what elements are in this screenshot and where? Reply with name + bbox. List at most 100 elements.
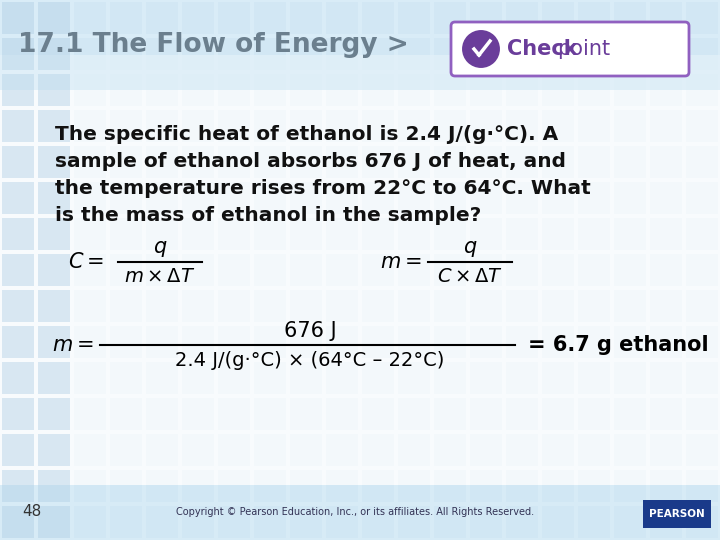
- Bar: [542, 506, 574, 538]
- Bar: [542, 362, 574, 394]
- Bar: [650, 470, 682, 502]
- Bar: [110, 74, 142, 106]
- Bar: [542, 146, 574, 178]
- Bar: [686, 326, 718, 358]
- Bar: [38, 182, 70, 214]
- Bar: [146, 254, 178, 286]
- Text: PEARSON: PEARSON: [649, 509, 705, 519]
- Bar: [542, 2, 574, 34]
- Bar: [182, 110, 214, 142]
- Bar: [110, 38, 142, 70]
- Bar: [578, 290, 610, 322]
- Bar: [146, 2, 178, 34]
- Bar: [110, 2, 142, 34]
- Bar: [74, 146, 106, 178]
- Bar: [38, 326, 70, 358]
- Bar: [326, 398, 358, 430]
- Bar: [614, 182, 646, 214]
- Bar: [506, 38, 538, 70]
- Bar: [38, 218, 70, 250]
- Bar: [2, 38, 34, 70]
- Bar: [362, 434, 394, 466]
- Bar: [182, 146, 214, 178]
- Bar: [398, 290, 430, 322]
- Bar: [578, 74, 610, 106]
- Bar: [686, 362, 718, 394]
- Bar: [110, 362, 142, 394]
- Bar: [146, 326, 178, 358]
- Bar: [146, 434, 178, 466]
- Bar: [254, 470, 286, 502]
- Bar: [362, 362, 394, 394]
- Bar: [362, 470, 394, 502]
- Bar: [326, 434, 358, 466]
- Bar: [38, 434, 70, 466]
- Text: the temperature rises from 22°C to 64°C. What: the temperature rises from 22°C to 64°C.…: [55, 179, 590, 198]
- Bar: [2, 74, 34, 106]
- Bar: [218, 398, 250, 430]
- Bar: [182, 218, 214, 250]
- Bar: [506, 218, 538, 250]
- Bar: [74, 218, 106, 250]
- Bar: [398, 38, 430, 70]
- Bar: [38, 146, 70, 178]
- Bar: [434, 254, 466, 286]
- Bar: [614, 290, 646, 322]
- Bar: [38, 434, 70, 466]
- Bar: [218, 362, 250, 394]
- Bar: [398, 182, 430, 214]
- Bar: [38, 398, 70, 430]
- Bar: [290, 254, 322, 286]
- Bar: [398, 326, 430, 358]
- Bar: [38, 254, 70, 286]
- Bar: [38, 146, 70, 178]
- Bar: [110, 254, 142, 286]
- Bar: [38, 470, 70, 502]
- Bar: [614, 74, 646, 106]
- Bar: [2, 218, 34, 250]
- Bar: [578, 182, 610, 214]
- Bar: [218, 470, 250, 502]
- Bar: [686, 290, 718, 322]
- Bar: [218, 2, 250, 34]
- Bar: [2, 254, 34, 286]
- Bar: [398, 398, 430, 430]
- Bar: [434, 470, 466, 502]
- Bar: [2, 326, 34, 358]
- Bar: [578, 38, 610, 70]
- Bar: [686, 470, 718, 502]
- Bar: [650, 434, 682, 466]
- Bar: [326, 218, 358, 250]
- Bar: [614, 470, 646, 502]
- Bar: [74, 182, 106, 214]
- Bar: [38, 110, 70, 142]
- Bar: [398, 434, 430, 466]
- Bar: [290, 398, 322, 430]
- Bar: [650, 254, 682, 286]
- Bar: [542, 326, 574, 358]
- Bar: [578, 326, 610, 358]
- Bar: [362, 506, 394, 538]
- Bar: [362, 146, 394, 178]
- Bar: [38, 326, 70, 358]
- Bar: [650, 506, 682, 538]
- Bar: [614, 398, 646, 430]
- Bar: [398, 2, 430, 34]
- Bar: [506, 2, 538, 34]
- Bar: [362, 398, 394, 430]
- Bar: [146, 362, 178, 394]
- Bar: [470, 146, 502, 178]
- Bar: [362, 74, 394, 106]
- Bar: [290, 290, 322, 322]
- Bar: [434, 182, 466, 214]
- Bar: [38, 2, 70, 34]
- Bar: [74, 326, 106, 358]
- Bar: [2, 506, 34, 538]
- Bar: [686, 434, 718, 466]
- Bar: [614, 146, 646, 178]
- Text: 48: 48: [22, 504, 41, 519]
- Bar: [2, 326, 34, 358]
- Bar: [254, 110, 286, 142]
- Bar: [686, 506, 718, 538]
- Bar: [650, 398, 682, 430]
